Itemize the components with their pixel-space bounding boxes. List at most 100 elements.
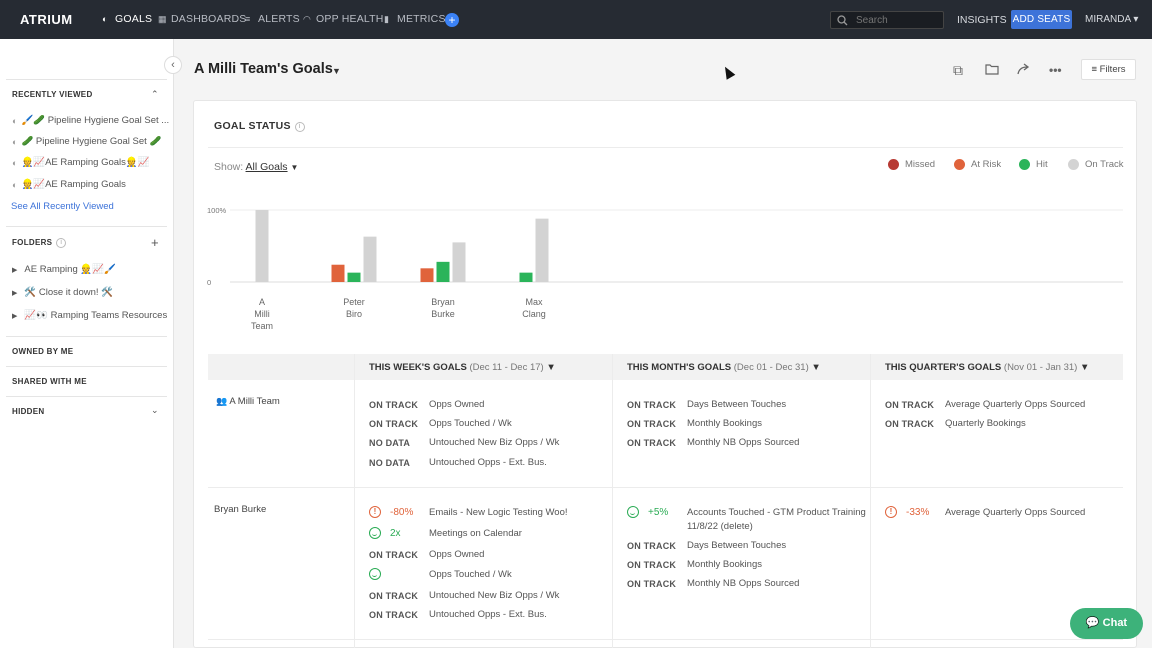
nav-dashboards[interactable]: ▦ DASHBOARDS — [158, 13, 247, 25]
nav-alerts[interactable]: ≡ ALERTS — [245, 13, 300, 25]
folder-item[interactable]: ▶ 🛠️ Close it down! 🛠️ — [12, 287, 113, 298]
recent-item[interactable]: ◐ 🖌️🥒 Pipeline Hygiene Goal Set ... — [12, 115, 169, 126]
recent-item[interactable]: ◐ 🥒 Pipeline Hygiene Goal Set 🥒 — [12, 136, 161, 147]
goal-name-continued[interactable]: 11/8/22 (delete) — [687, 521, 753, 532]
goal-name[interactable]: Average Quarterly Opps Sourced — [945, 399, 1086, 410]
filter-icon: ≡ — [1091, 64, 1098, 75]
atrium-logo[interactable]: ATRIUM — [20, 12, 73, 27]
hit-dot — [1019, 159, 1030, 170]
folder-item-label: 🛠️ Close it down! 🛠️ — [24, 287, 113, 298]
sidebar: RECENTLY VIEWED ⌃ ◐ 🖌️🥒 Pipeline Hygiene … — [0, 39, 174, 648]
goal-name[interactable]: Days Between Touches — [687, 399, 787, 410]
caret-right-icon[interactable]: ▶ — [12, 312, 18, 320]
caret-right-icon[interactable]: ▶ — [12, 289, 18, 297]
info-icon[interactable]: i — [294, 122, 305, 132]
goal-name[interactable]: Monthly NB Opps Sourced — [687, 437, 800, 448]
x-tick-label: Milli — [254, 309, 270, 319]
goal-name[interactable]: Opps Owned — [429, 399, 485, 410]
goal-name[interactable]: Opps Owned — [429, 549, 485, 560]
goal-name[interactable]: Untouched Opps - Ext. Bus. — [429, 609, 547, 620]
divider — [6, 396, 167, 397]
x-tick-label: Team — [251, 321, 273, 331]
info-icon[interactable]: i — [56, 238, 67, 248]
recent-item[interactable]: ◐ 👷📈AE Ramping Goals👷📈 — [12, 157, 150, 168]
divider — [6, 366, 167, 367]
column-divider — [612, 354, 613, 648]
owned-by-me-section[interactable]: OWNED BY ME — [12, 347, 74, 356]
smile-icon — [369, 527, 381, 539]
row-name-bryan-burke[interactable]: Bryan Burke — [214, 504, 267, 515]
goal-status: NO DATA — [369, 438, 411, 448]
show-value[interactable]: All Goals — [245, 161, 288, 173]
warning-icon: ! — [885, 506, 897, 518]
goal-name[interactable]: Quarterly Bookings — [945, 418, 1026, 429]
goal-name[interactable]: Accounts Touched - GTM Product Training — [687, 507, 866, 518]
nav-goals-label: GOALS — [115, 13, 153, 25]
goal-name[interactable]: Days Between Touches — [687, 540, 787, 551]
quarter-title: THIS QUARTER'S GOALS — [885, 362, 1002, 373]
more-icon[interactable]: ••• — [1049, 63, 1062, 77]
see-all-recent-link[interactable]: See All Recently Viewed — [11, 201, 114, 212]
folder-item[interactable]: ▶ 📈👀 Ramping Teams Resources — [12, 310, 167, 321]
search-input[interactable] — [856, 14, 936, 26]
goal-status: NO DATA — [369, 458, 411, 468]
goal-name[interactable]: Opps Touched / Wk — [429, 569, 512, 580]
hidden-section[interactable]: HIDDEN — [12, 407, 45, 416]
filters-label: Filters — [1099, 64, 1126, 75]
caret-down-icon[interactable]: ▼ — [332, 66, 341, 76]
goal-name[interactable]: Monthly Bookings — [687, 418, 762, 429]
user-menu[interactable]: MIRANDA ▾ — [1085, 14, 1138, 25]
bar-at-risk — [420, 268, 434, 282]
bar-chart-icon: ▮ — [384, 13, 390, 24]
add-icon[interactable]: + — [445, 13, 459, 27]
chevron-up-icon[interactable]: ⌃ — [151, 89, 159, 99]
column-header-quarter[interactable]: THIS QUARTER'S GOALS (Nov 01 - Jan 31) ▼ — [885, 362, 1089, 373]
filters-button[interactable]: ≡ Filters — [1081, 59, 1136, 80]
nav-goals[interactable]: ◐ GOALS — [102, 13, 152, 25]
goal-status: ON TRACK — [369, 550, 419, 560]
column-header-week[interactable]: THIS WEEK'S GOALS (Dec 11 - Dec 17) ▼ — [369, 362, 556, 373]
goal-name[interactable]: Untouched Opps - Ext. Bus. — [429, 457, 547, 468]
goal-name[interactable]: Monthly Bookings — [687, 559, 762, 570]
goal-name[interactable]: Opps Touched / Wk — [429, 418, 512, 429]
month-range: (Dec 01 - Dec 31) — [733, 362, 809, 373]
column-header-month[interactable]: THIS MONTH'S GOALS (Dec 01 - Dec 31) ▼ — [627, 362, 821, 373]
copy-icon[interactable]: ⧉ — [953, 62, 963, 78]
nav-opp-health-label: OPP HEALTH — [316, 13, 384, 25]
folders-heading-label: FOLDERS — [12, 238, 53, 247]
goals-icon: ◐ — [12, 179, 18, 190]
show-filter[interactable]: Show: All Goals ▼ — [214, 161, 298, 173]
table-header: THIS WEEK'S GOALS (Dec 11 - Dec 17) ▼ TH… — [208, 354, 1123, 380]
goal-name[interactable]: Monthly NB Opps Sourced — [687, 578, 800, 589]
goal-name[interactable]: Average Quarterly Opps Sourced — [945, 507, 1086, 518]
nav-opp-health[interactable]: ◠ OPP HEALTH — [303, 13, 384, 25]
nav-metrics[interactable]: ▮ METRICS — [384, 13, 446, 25]
goal-name[interactable]: Untouched New Biz Opps / Wk — [429, 437, 560, 448]
bar-hit — [519, 272, 533, 282]
add-seats-button[interactable]: ADD SEATS — [1011, 10, 1072, 29]
goal-status-heading: GOAL STATUS i — [214, 120, 305, 132]
goal-name[interactable]: Emails - New Logic Testing Woo! — [429, 507, 568, 518]
row-name-a-milli-team[interactable]: 👥 A Milli Team — [216, 396, 280, 407]
add-folder-icon[interactable]: + — [151, 235, 159, 250]
collapse-sidebar-button[interactable]: ‹ — [164, 56, 182, 74]
top-nav: ATRIUM ◐ GOALS ▦ DASHBOARDS ≡ ALERTS ◠ OPP H… — [0, 0, 1152, 39]
x-tick-label: A — [259, 297, 265, 307]
show-label: Show: — [214, 161, 244, 173]
search-box[interactable] — [830, 11, 944, 29]
recent-item-label: 🖌️🥒 Pipeline Hygiene Goal Set ... — [21, 115, 170, 126]
page-title[interactable]: A Milli Team's Goals — [194, 61, 333, 77]
insights-link[interactable]: INSIGHTS — [957, 14, 1007, 26]
caret-down-icon: ▼ — [290, 163, 299, 172]
share-icon[interactable] — [1017, 62, 1031, 78]
folder-icon[interactable] — [985, 62, 999, 78]
folder-item[interactable]: ▶ AE Ramping 👷📈🖌️ — [12, 264, 116, 275]
chat-button[interactable]: 💬 Chat — [1070, 608, 1143, 639]
goal-name[interactable]: Untouched New Biz Opps / Wk — [429, 590, 560, 601]
chevron-down-icon[interactable]: ⌄ — [151, 405, 159, 415]
caret-right-icon[interactable]: ▶ — [12, 266, 18, 274]
recent-item[interactable]: ◐ 👷📈AE Ramping Goals — [12, 179, 126, 190]
legend-label: At Risk — [971, 159, 1002, 170]
goal-name[interactable]: Meetings on Calendar — [429, 528, 522, 539]
shared-with-me-section[interactable]: SHARED WITH ME — [12, 377, 87, 386]
